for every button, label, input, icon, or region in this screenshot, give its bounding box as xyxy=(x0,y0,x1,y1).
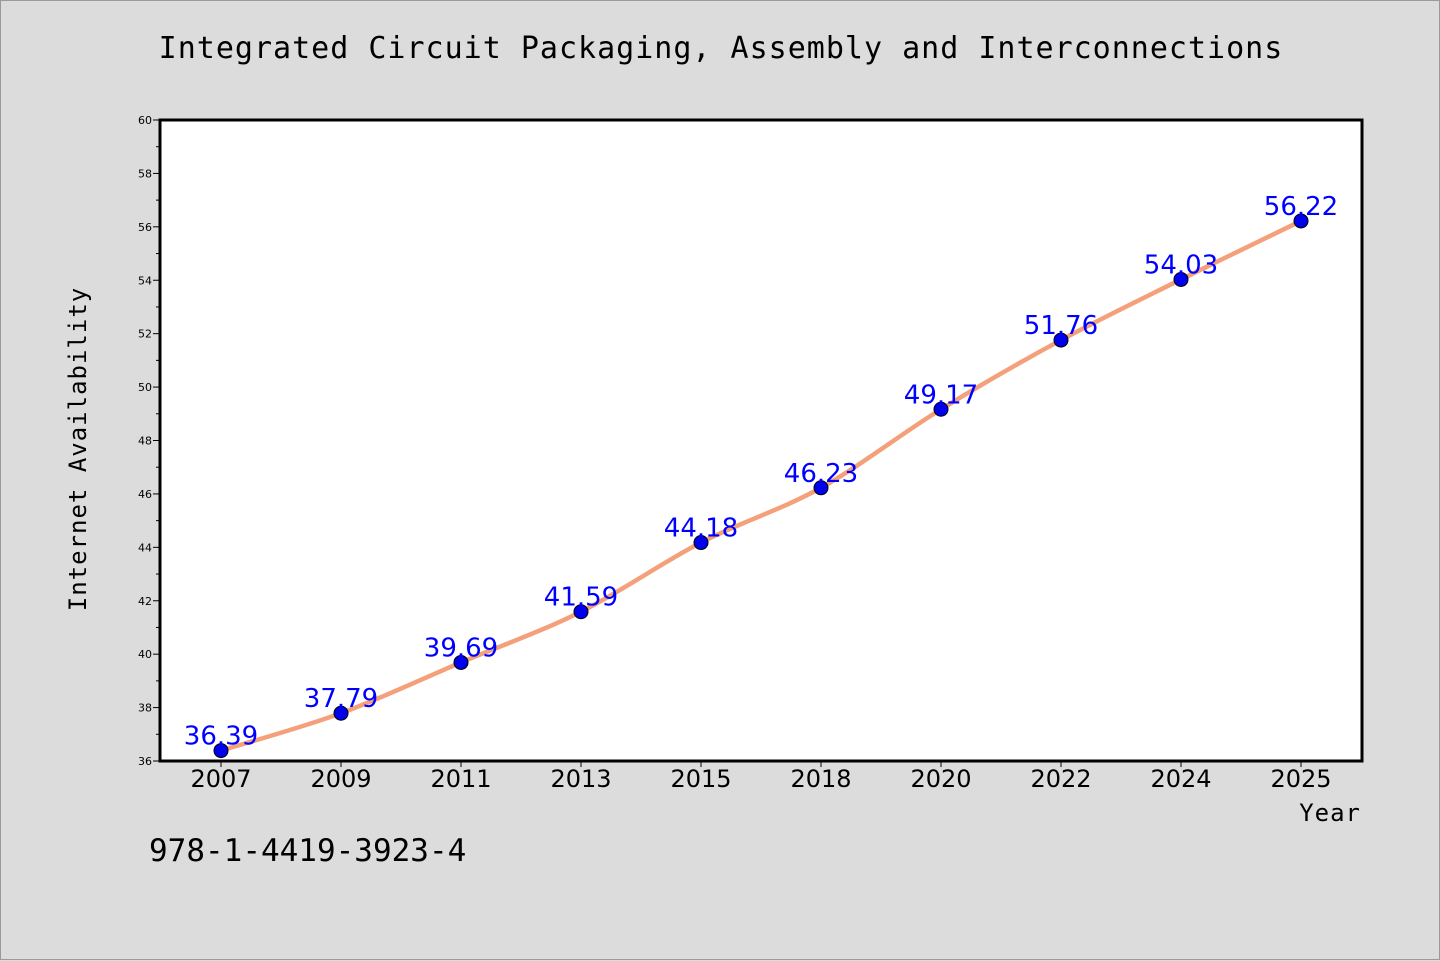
data-point-marker xyxy=(1173,271,1189,287)
series-line xyxy=(218,218,1304,753)
x-tick-label: 2024 xyxy=(1150,765,1211,793)
chart-title: Integrated Circuit Packaging, Assembly a… xyxy=(158,31,1284,66)
x-tick-label: 2022 xyxy=(1030,765,1091,793)
data-label: 56.22 xyxy=(1264,192,1338,222)
data-label: 51.76 xyxy=(1024,311,1098,341)
data-label: 39.69 xyxy=(424,633,498,663)
data-point-marker xyxy=(1293,213,1309,229)
isbn-text: 978-1-4419-3923-4 xyxy=(149,833,467,869)
x-tick-label: 2025 xyxy=(1270,765,1331,793)
x-tick-label: 2013 xyxy=(550,765,611,793)
data-point-marker xyxy=(213,743,229,759)
data-point-marker xyxy=(933,401,949,417)
y-tick-label: 40 xyxy=(138,648,152,661)
y-tick-label: 36 xyxy=(138,755,152,768)
x-tick-label: 2009 xyxy=(310,765,371,793)
x-axis-label: Year xyxy=(1299,799,1361,827)
y-tick-label: 50 xyxy=(138,381,152,394)
data-point-marker xyxy=(1053,332,1069,348)
data-label: 44.18 xyxy=(664,514,738,544)
y-tick-label: 52 xyxy=(138,328,152,341)
data-point-marker xyxy=(573,604,589,620)
data-point-marker xyxy=(333,705,349,721)
x-tick-label: 2015 xyxy=(670,765,731,793)
data-point-marker xyxy=(453,654,469,670)
series-group: 36.39 37.79 39.69 41.59 44.18 46.23 49.17 51.76… xyxy=(184,192,1338,759)
data-label: 54.03 xyxy=(1144,250,1218,280)
data-point-marker xyxy=(813,480,829,496)
y-tick-label: 58 xyxy=(138,167,152,180)
y-tick-label: 54 xyxy=(138,274,152,287)
data-label: 36.39 xyxy=(184,722,258,752)
y-tick-label: 48 xyxy=(138,435,152,448)
x-axis: 2007 2009 2011 2013 2015 2018 2020 2022 2024 2025 xyxy=(190,761,1332,793)
x-tick-label: 2011 xyxy=(430,765,491,793)
data-label: 37.79 xyxy=(304,684,378,714)
plot-area xyxy=(158,118,1364,763)
y-tick-label: 38 xyxy=(138,702,152,715)
y-tick-label: 42 xyxy=(138,595,152,608)
x-tick-label: 2020 xyxy=(910,765,971,793)
data-label: 49.17 xyxy=(904,380,978,410)
data-point-marker xyxy=(693,535,709,551)
y-tick-label: 60 xyxy=(138,114,152,127)
x-tick-label: 2018 xyxy=(790,765,851,793)
data-label: 41.59 xyxy=(544,583,618,613)
y-tick-label: 46 xyxy=(138,488,152,501)
y-tick-label: 56 xyxy=(138,221,152,234)
y-tick-label: 44 xyxy=(138,541,152,554)
x-tick-label: 2007 xyxy=(190,765,251,793)
y-axis-label: Internet Availability xyxy=(64,287,92,611)
y-axis: 36 38 40 42 44 46 48 50 52 54 56 58 60 xyxy=(138,114,160,768)
data-label: 46.23 xyxy=(784,459,858,489)
